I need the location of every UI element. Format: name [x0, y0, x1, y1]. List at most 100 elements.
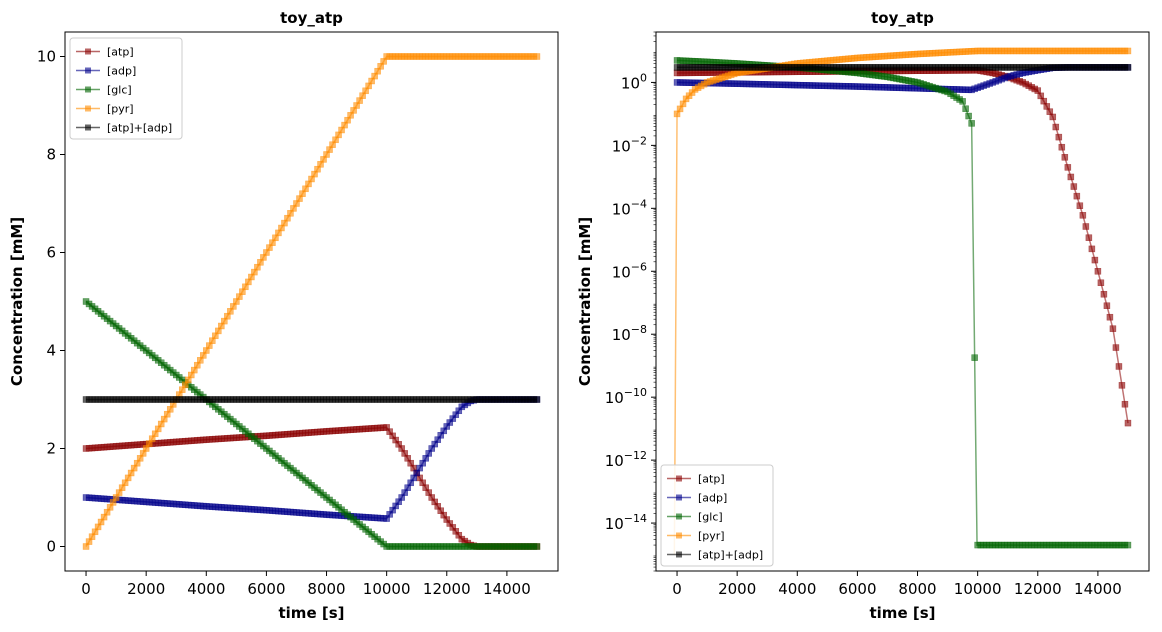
axes-frame — [655, 31, 1150, 572]
series-1 — [673, 67, 1132, 427]
legend-item: [atp] — [76, 46, 134, 59]
data-point — [962, 105, 969, 112]
data-point — [1070, 183, 1078, 190]
data-point — [1106, 313, 1114, 321]
legend-item: [glc] — [667, 511, 723, 524]
data-point — [1079, 212, 1087, 219]
y-tick-label: 100 — [621, 71, 647, 92]
x-tick-label: 4000 — [187, 580, 225, 598]
data-point — [1112, 344, 1120, 351]
legend-item: [adp] — [76, 65, 136, 78]
legend-marker — [85, 67, 91, 74]
legend-marker — [676, 513, 682, 520]
axes-frame — [64, 31, 559, 572]
data-point — [1052, 123, 1060, 131]
legend-marker — [85, 124, 91, 131]
y-tick-label: 0 — [46, 538, 56, 556]
series-4 — [82, 53, 541, 550]
legend-label: [adp] — [698, 492, 727, 505]
legend-item: [pyr] — [667, 530, 725, 543]
data-point — [1124, 47, 1132, 55]
legend-box — [660, 464, 774, 567]
series-2 — [82, 396, 541, 522]
legend-item: [pyr] — [76, 103, 134, 116]
x-tick-label: 14000 — [483, 580, 531, 598]
legend-item: [atp] — [667, 473, 725, 486]
plot-area — [673, 47, 1132, 555]
data-point — [533, 396, 541, 403]
x-tick-label: 14000 — [1074, 580, 1122, 598]
data-point — [1076, 202, 1084, 209]
series-5 — [673, 64, 1132, 71]
legend-label: [atp]+[adp] — [107, 122, 172, 135]
series-line — [677, 69, 1129, 424]
legend-label: [atp] — [698, 473, 725, 486]
legend-label: [glc] — [107, 84, 132, 97]
x-tick-label: 2000 — [718, 580, 756, 598]
x-tick-label: 2000 — [127, 580, 165, 598]
data-point — [533, 53, 541, 60]
legend-label: [pyr] — [698, 530, 725, 543]
series-5 — [82, 396, 541, 403]
y-tick-label: 10−8 — [612, 323, 647, 344]
legend-marker — [676, 475, 682, 482]
x-tick-label: 10000 — [363, 580, 411, 598]
x-tick-label: 12000 — [1014, 580, 1062, 598]
data-point — [1064, 164, 1072, 171]
plot-area — [82, 53, 541, 550]
data-point — [1088, 245, 1096, 253]
legend-marker — [676, 532, 682, 539]
chart-panel-2: 0 2000 4000 6000 8000 10000 12000 14000 10−14 10−… — [576, 9, 1150, 622]
y-axis-label: Concentration [mM] — [576, 217, 594, 386]
legend-item: [glc] — [76, 84, 132, 97]
data-point — [1100, 290, 1108, 298]
data-point — [1049, 113, 1057, 121]
data-point — [1103, 302, 1111, 309]
legend-item: [atp]+[adp] — [667, 549, 763, 562]
x-tick-label: 0 — [81, 580, 91, 598]
legend-marker — [676, 494, 682, 501]
chart-title: toy_atp — [871, 9, 934, 27]
x-tick-label: 6000 — [247, 580, 285, 598]
legend-marker — [85, 48, 91, 55]
chart-panel-1: 0 2000 4000 6000 8000 10000 12000 14000 0 2 4 6 8 10 t… — [8, 9, 559, 622]
data-point — [1097, 279, 1105, 286]
data-point — [971, 354, 978, 361]
data-point — [1109, 325, 1117, 332]
y-tick-label: 10−12 — [605, 449, 647, 470]
data-point — [968, 120, 975, 127]
y-tick-label: 10−14 — [605, 512, 647, 533]
y-tick-label: 4 — [46, 342, 56, 360]
legend-marker — [85, 105, 91, 112]
legend-box — [69, 37, 183, 140]
data-point — [1082, 223, 1090, 230]
y-tick-label: 10−2 — [612, 134, 647, 155]
y-tick-label: 10 — [37, 48, 56, 66]
y-tick-label: 2 — [46, 440, 56, 458]
data-point — [1124, 64, 1132, 71]
legend-label: [glc] — [698, 511, 723, 524]
data-point — [1067, 173, 1075, 181]
x-tick-label: 12000 — [423, 580, 471, 598]
legend: [atp] [adp] [glc] [pyr] [atp]+[adp] — [69, 37, 183, 140]
x-tick-label: 8000 — [898, 580, 936, 598]
y-tick-label: 10−6 — [612, 260, 647, 281]
legend-marker — [85, 86, 91, 93]
chart-title: toy_atp — [280, 9, 343, 27]
x-tick-label: 6000 — [838, 580, 876, 598]
legend: [atp] [adp] [glc] [pyr] [atp]+[adp] — [660, 464, 774, 567]
legend-label: [pyr] — [107, 103, 134, 116]
y-tick-label: 8 — [46, 146, 56, 164]
data-point — [1115, 363, 1123, 370]
x-tick-label: 4000 — [778, 580, 816, 598]
data-point — [1061, 154, 1069, 161]
data-point — [1124, 419, 1132, 427]
x-axis-label: time [s] — [279, 604, 345, 622]
data-point — [1091, 256, 1099, 264]
data-point — [1073, 192, 1081, 200]
y-tick-label: 10−4 — [612, 197, 647, 218]
legend-item: [atp]+[adp] — [76, 122, 172, 135]
data-point — [1085, 234, 1093, 241]
legend-label: [atp]+[adp] — [698, 549, 763, 562]
